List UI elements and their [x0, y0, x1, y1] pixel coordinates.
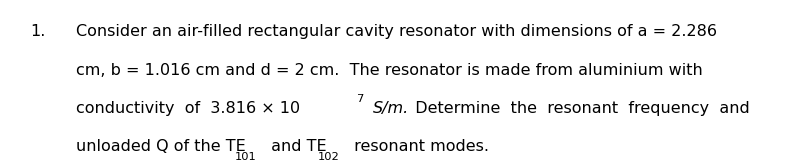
Text: and TE: and TE — [266, 139, 327, 154]
Text: resonant modes.: resonant modes. — [349, 139, 489, 154]
Text: S/m.: S/m. — [373, 101, 409, 116]
Text: Determine  the  resonant  frequency  and: Determine the resonant frequency and — [405, 101, 750, 116]
Text: unloaded Q of the TE: unloaded Q of the TE — [76, 139, 246, 154]
Text: 101: 101 — [235, 152, 257, 162]
Text: Consider an air-filled rectangular cavity resonator with dimensions of a = 2.286: Consider an air-filled rectangular cavit… — [76, 24, 717, 39]
Text: 7: 7 — [356, 94, 363, 104]
Text: 1.: 1. — [30, 24, 46, 39]
Text: conductivity  of  3.816 × 10: conductivity of 3.816 × 10 — [76, 101, 300, 116]
Text: 102: 102 — [318, 152, 339, 162]
Text: cm, b = 1.016 cm and d = 2 cm.  The resonator is made from aluminium with: cm, b = 1.016 cm and d = 2 cm. The reson… — [76, 63, 702, 78]
